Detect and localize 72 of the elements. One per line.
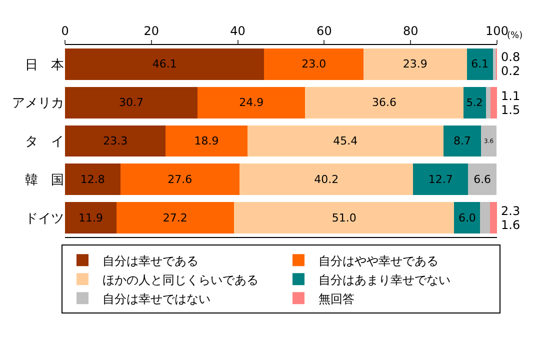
- data-label: 27.6: [168, 172, 192, 186]
- x-tick-label: 40: [230, 24, 246, 38]
- bar: [198, 86, 306, 118]
- data-label: 51.0: [332, 211, 356, 224]
- data-label: 8.7: [453, 134, 471, 148]
- legend-label: 自分はあまり幸せでない: [318, 272, 450, 287]
- data-label: 1.1: [501, 89, 520, 103]
- legend-label: 自分はやや幸せである: [318, 254, 438, 268]
- bar: [454, 202, 480, 234]
- data-label: 6.1: [471, 58, 489, 71]
- data-label: 18.9: [194, 134, 219, 148]
- data-label: 30.7: [119, 96, 144, 110]
- data-label: 6.0: [458, 211, 476, 224]
- data-label: 46.1: [152, 58, 177, 71]
- bar: [65, 48, 264, 80]
- x-tick-label: 80: [402, 24, 418, 38]
- bar: [240, 164, 414, 196]
- data-label: 23.3: [103, 134, 128, 148]
- bar: [481, 125, 497, 157]
- bar: [305, 86, 464, 118]
- bar: [65, 164, 120, 196]
- data-label: 12.8: [80, 172, 105, 186]
- bar: [264, 48, 364, 80]
- bar: [490, 202, 497, 234]
- bar: [65, 125, 166, 157]
- bar: [468, 164, 497, 196]
- x-tick-label: 100: [486, 24, 508, 38]
- bar: [120, 164, 240, 196]
- bar: [486, 86, 491, 118]
- bar: [493, 48, 497, 80]
- data-label: 1.5: [501, 103, 520, 117]
- y-tick-label: ドイツ: [25, 211, 64, 226]
- data-label: 5.2: [466, 96, 483, 109]
- bar: [490, 86, 497, 118]
- bar: [234, 202, 454, 234]
- data-label: 1.6: [501, 218, 520, 232]
- legend-label: 自分は幸せではない: [102, 292, 210, 306]
- x-tick-label: 0: [61, 24, 69, 38]
- x-tick-label: 20: [144, 24, 160, 38]
- data-label: 45.4: [333, 134, 358, 148]
- data-label: 40.2: [314, 172, 339, 186]
- bar: [65, 86, 198, 118]
- y-tick-label: アメリカ: [12, 96, 64, 112]
- bar: [247, 125, 444, 157]
- y-tick-label: 日 本: [25, 58, 64, 73]
- y-tick-label: 韓 国: [25, 172, 64, 188]
- data-label: 6.6: [474, 172, 492, 186]
- data-label: 27.2: [162, 211, 188, 224]
- y-tick-label: タ イ: [25, 134, 64, 150]
- bar: [364, 48, 467, 80]
- bar: [480, 202, 490, 234]
- bar: [166, 125, 248, 157]
- data-label: 24.9: [239, 96, 264, 110]
- legend-label: ほかの人と同じくらいである: [102, 272, 258, 287]
- bar: [463, 86, 486, 118]
- data-label: 2.3: [501, 204, 520, 218]
- data-label: 12.7: [428, 172, 453, 186]
- bar: [116, 202, 234, 234]
- data-label: 23.9: [402, 58, 428, 71]
- data-label: 23.0: [302, 58, 326, 71]
- bar: [443, 125, 482, 157]
- data-label: 36.6: [372, 96, 396, 110]
- text: (%): [507, 31, 523, 41]
- data-label: 0.8: [501, 50, 520, 64]
- x-tick-label: 60: [316, 24, 332, 38]
- data-label: 0.2: [501, 64, 520, 78]
- bar: [413, 164, 468, 196]
- legend-label: 無回答: [318, 292, 354, 306]
- bar: [65, 202, 116, 234]
- data-label: 11.9: [78, 211, 103, 224]
- bar: [466, 48, 494, 80]
- legend-label: 自分は幸せである: [102, 254, 198, 268]
